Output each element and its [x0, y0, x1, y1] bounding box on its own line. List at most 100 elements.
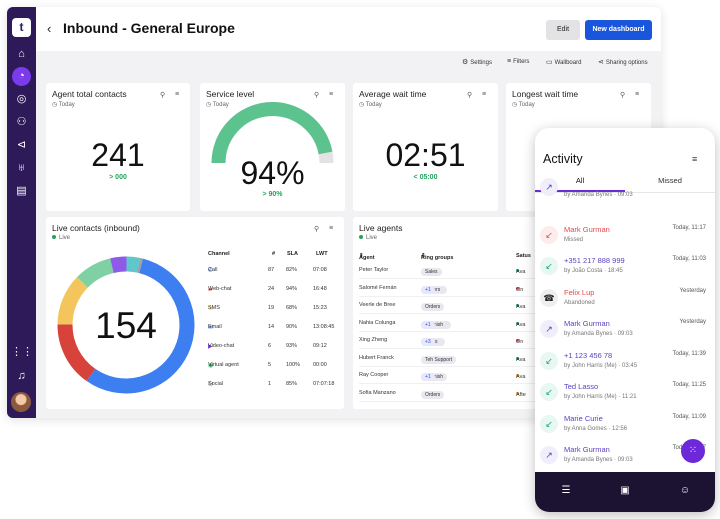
card-subtitle: ◷ Today: [512, 101, 535, 108]
activity-item[interactable]: ↙ Ted Lasso by John Harris (Me) · 11:21 Tod…: [535, 377, 715, 409]
ring-group-tag: Orders: [421, 390, 445, 399]
donut-slice-sms[interactable]: [57, 277, 88, 325]
filter-icon[interactable]: ≡: [482, 91, 487, 98]
card-subtitle: Live: [359, 235, 377, 241]
channel-lwt: 09:12: [313, 343, 327, 349]
agent-row[interactable]: Peter TaylorBillingSalesAva: [359, 265, 549, 279]
card-title: Live contacts (inbound): [52, 223, 140, 233]
live-dot: [359, 235, 363, 240]
donut-slice-call[interactable]: [86, 258, 195, 394]
status-dot: [516, 374, 519, 377]
back-icon[interactable]: ‹: [47, 21, 52, 36]
app-logo[interactable]: t: [12, 18, 31, 37]
agent-row[interactable]: Veerle de Bree Orders Ava: [359, 300, 549, 314]
donut-slice-email[interactable]: [76, 258, 114, 288]
donut-slice-video-chat[interactable]: [110, 256, 127, 273]
channel-row: ✉ SMS 19 68% 15:23: [208, 305, 336, 317]
gear-icon: ⚙: [462, 59, 469, 66]
clipboard-icon[interactable]: ▤: [16, 185, 27, 197]
call-detail: by John Harris (Me) · 11:21: [564, 394, 637, 400]
avatar[interactable]: [11, 392, 31, 412]
megaphone-icon[interactable]: ⊲: [16, 139, 27, 151]
activity-nav-icon[interactable]: ☰: [561, 485, 571, 496]
compass-icon[interactable]: ◎: [16, 93, 27, 105]
sharing-options-button[interactable]: ⋖ Sharing options: [598, 58, 648, 66]
col-ring-groups[interactable]: Ring groups ⇕: [421, 253, 454, 261]
channel-sla: 94%: [286, 286, 298, 292]
service-level-card: Service level ◷ Today ⚲ ≡ 94% > 90%: [200, 83, 345, 211]
call-time: Today, 11:39: [672, 350, 706, 357]
status-label: Ava: [516, 269, 526, 275]
status-dot: [516, 321, 519, 325]
gauge-icon[interactable]: ◔: [12, 67, 31, 86]
agent-row[interactable]: Hubert Franck Teh Support Ava: [359, 353, 549, 367]
donut-slice-virtual-agent[interactable]: [126, 256, 141, 273]
more-tags-badge[interactable]: +1: [421, 285, 435, 294]
col-sla: SLA: [287, 251, 298, 257]
channel-name: Social: [208, 381, 223, 387]
profile-nav-icon[interactable]: ☺: [679, 485, 691, 496]
activity-item[interactable]: ↙ +1 123 456 78 by John Harris (Me) · 03:4…: [535, 346, 715, 378]
search-icon[interactable]: ⚲: [160, 92, 166, 99]
channel-count: 19: [268, 305, 275, 311]
agents-table-header: Agent ⇕ Ring groups ⇕ Satus: [359, 251, 549, 265]
settings-button[interactable]: ⚙ Settings: [462, 58, 492, 66]
col-agent[interactable]: Agent ⇕: [359, 253, 375, 261]
more-tags-badge[interactable]: +1: [421, 373, 435, 381]
more-tags-badge[interactable]: +1: [421, 320, 435, 329]
trophy-icon[interactable]: ♅: [17, 162, 26, 174]
filter-icon[interactable]: ≡: [692, 154, 698, 164]
edit-button[interactable]: Edit: [546, 20, 580, 40]
metric-delta: > 000: [109, 174, 127, 181]
new-dashboard-button[interactable]: New dashboard: [585, 20, 652, 40]
call-time: Yesterday: [679, 287, 706, 294]
channel-count: 24: [268, 286, 275, 292]
call-time: Today, 11:25: [672, 382, 706, 388]
agent-row[interactable]: Sofia Manzano Orders Afte: [359, 388, 549, 402]
users-icon[interactable]: ⚇: [16, 116, 27, 128]
tab-missed[interactable]: Missed: [658, 176, 682, 185]
activity-item[interactable]: ↗ Mark Gurman by Amanda Bynes · 09:03 Yeste…: [535, 314, 715, 346]
channel-lwt: 00:00: [313, 362, 327, 368]
social-icon: ⚇: [208, 382, 214, 388]
search-icon[interactable]: ⚲: [620, 92, 626, 99]
outgoing-call-icon: ↗: [540, 178, 558, 196]
grid-icon[interactable]: ⋮⋮: [11, 346, 33, 358]
tab-all[interactable]: All: [535, 176, 625, 192]
filters-button[interactable]: ≡ Filters: [507, 58, 529, 65]
dialpad-icon: ⁙: [688, 445, 698, 456]
card-title: Agent total contacts: [52, 89, 127, 99]
dialpad-fab[interactable]: ⁙: [681, 439, 705, 463]
filter-icon[interactable]: ≡: [329, 225, 334, 232]
card-title: Service level: [206, 89, 255, 99]
search-icon[interactable]: ⚲: [314, 92, 320, 99]
activity-item[interactable]: ↙ Marie Curie by Anna Gomes · 12:56 Today, …: [535, 409, 715, 441]
filter-icon[interactable]: ≡: [635, 91, 640, 98]
donut-slice-web-chat[interactable]: [57, 324, 96, 382]
bottom-nav: ☰ ▣ ☺: [535, 472, 715, 512]
home-icon[interactable]: ⌂: [18, 48, 25, 60]
search-icon[interactable]: ⚲: [314, 226, 320, 233]
activity-item[interactable]: ↗ by Amanda Bynes · 09:03: [535, 178, 715, 216]
donut-slice-social[interactable]: [137, 258, 143, 274]
activity-item[interactable]: ↙ Mark Gurman Missed Today, 11:17: [535, 220, 715, 252]
search-icon[interactable]: ⚲: [467, 92, 473, 99]
more-tags-badge[interactable]: +3: [421, 338, 435, 346]
activity-item[interactable]: ↙ +351 217 888 999 by João Costa · 18:45 To…: [535, 251, 715, 283]
channel-row: ▰ Web-chat 24 94% 16:48: [208, 286, 336, 298]
bell-icon[interactable]: ♫: [17, 370, 26, 382]
clock-icon: ◷: [52, 102, 59, 108]
ring-group-tag: Orders: [421, 303, 445, 311]
channel-lwt: 16:48: [313, 286, 327, 292]
contacts-nav-icon[interactable]: ▣: [620, 485, 630, 496]
wallboard-button[interactable]: ▭ Wallboard: [546, 58, 581, 66]
card-subtitle: ◷ Today: [359, 101, 382, 108]
agent-row[interactable]: Xing ZhengEnglishSales+3On: [359, 335, 549, 349]
channel-count: 14: [268, 324, 275, 330]
filter-icon[interactable]: ≡: [329, 91, 334, 98]
agent-row[interactable]: Salomé FernánSpanishOrders+1On: [359, 283, 549, 297]
filter-icon[interactable]: ≡: [175, 91, 180, 98]
activity-item[interactable]: ☎ Felix Lup Abandoned Yesterday: [535, 283, 715, 315]
